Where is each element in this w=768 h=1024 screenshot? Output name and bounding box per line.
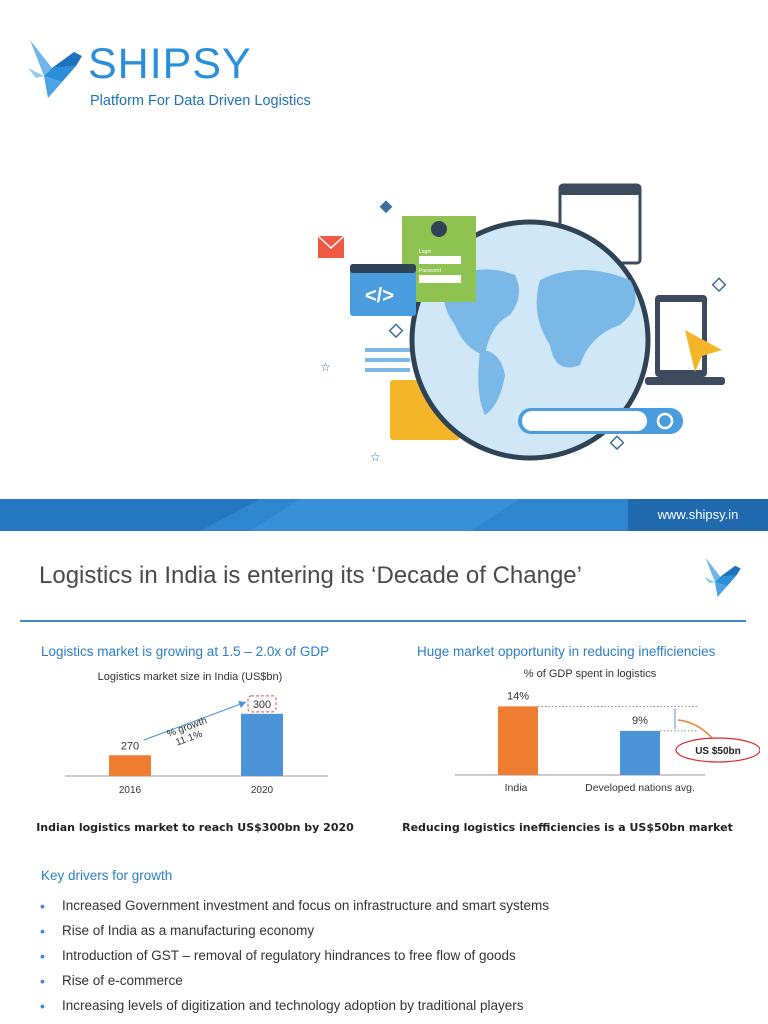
value-label-2020: 300 <box>253 699 271 711</box>
title-divider <box>20 620 746 622</box>
growth-arrow-head <box>238 701 246 708</box>
tick-label-2020: 2020 <box>251 785 274 796</box>
driver-text: Increasing levels of digitization and te… <box>62 998 524 1013</box>
page-title: Logistics in India is entering its ‘Deca… <box>39 562 582 589</box>
bar-2016 <box>109 755 151 776</box>
list-item: • Increased Government investment and foc… <box>40 896 549 921</box>
svg-text:</>: </> <box>365 285 394 307</box>
shipsy-bird-icon <box>704 557 741 597</box>
shipsy-bird-logo <box>28 40 82 98</box>
brand-name: SHIPSY <box>88 40 252 88</box>
banner-stripes <box>0 499 520 531</box>
list-item: • Rise of e-commerce <box>40 971 549 996</box>
bar-2020 <box>241 713 283 776</box>
right-panel-heading: Huge market opportunity in reducing inef… <box>417 644 716 659</box>
callout-text: US $50bn <box>695 746 741 757</box>
right-chart-ticks: India Developed nations avg. <box>440 782 740 796</box>
tick-label-india: India <box>504 782 528 794</box>
list-item: • Increasing levels of digitization and t… <box>40 996 549 1021</box>
bullet-icon: • <box>40 973 45 989</box>
drivers-heading: Key drivers for growth <box>41 868 173 883</box>
growth-arrow-line <box>143 701 247 741</box>
callout-ellipse <box>675 737 760 763</box>
tick-label-developed: Developed nations avg. <box>585 782 695 794</box>
bullet-icon: • <box>40 998 45 1014</box>
login-label: Login <box>419 249 431 255</box>
gdp-share-chart: 14% 9% US $50bn <box>455 690 760 776</box>
tick-label-2016: 2016 <box>119 785 142 796</box>
world-map-logistics-illustration: Login Password </> ☆ ☆ <box>317 183 727 464</box>
callout-arrow <box>677 719 715 741</box>
password-label: Password <box>419 268 441 274</box>
svg-text:☆: ☆ <box>320 360 331 374</box>
tagline: Platform For Data Driven Logistics <box>90 93 311 109</box>
driver-text: Rise of e-commerce <box>62 973 183 988</box>
bar-developed <box>620 730 660 775</box>
drivers-list: • Increased Government investment and foc… <box>40 896 549 1021</box>
list-item: • Introduction of GST – removal of regula… <box>40 946 549 971</box>
right-chart-caption: Reducing logistics inefficiencies is a U… <box>402 821 733 834</box>
right-chart-subtitle: % of GDP spent in logistics <box>523 668 657 680</box>
driver-text: Increased Government investment and focu… <box>62 898 549 913</box>
bullet-icon: • <box>40 948 45 964</box>
left-chart-caption: Indian logistics market to reach US$300b… <box>36 821 354 834</box>
website-url[interactable]: www.shipsy.in <box>628 499 768 531</box>
bullet-icon: • <box>40 923 45 939</box>
value-label-developed: 9% <box>632 715 648 727</box>
list-item: • Rise of India as a manufacturing econom… <box>40 921 549 946</box>
market-size-chart: 270 300 2016 2020 % growth 11.1% <box>65 695 328 796</box>
bar-india <box>498 706 538 775</box>
value-highlight-box <box>247 695 277 713</box>
value-label-2016: 270 <box>121 740 139 752</box>
left-chart-subtitle: Logistics market size in India (US$bn) <box>97 671 283 683</box>
value-label-india: 14% <box>507 690 529 702</box>
driver-text: Introduction of GST – removal of regulat… <box>62 948 516 963</box>
left-panel-heading: Logistics market is growing at 1.5 – 2.0… <box>41 644 330 659</box>
driver-text: Rise of India as a manufacturing economy <box>62 923 315 938</box>
svg-text:☆: ☆ <box>370 450 381 464</box>
bullet-icon: • <box>40 898 45 914</box>
